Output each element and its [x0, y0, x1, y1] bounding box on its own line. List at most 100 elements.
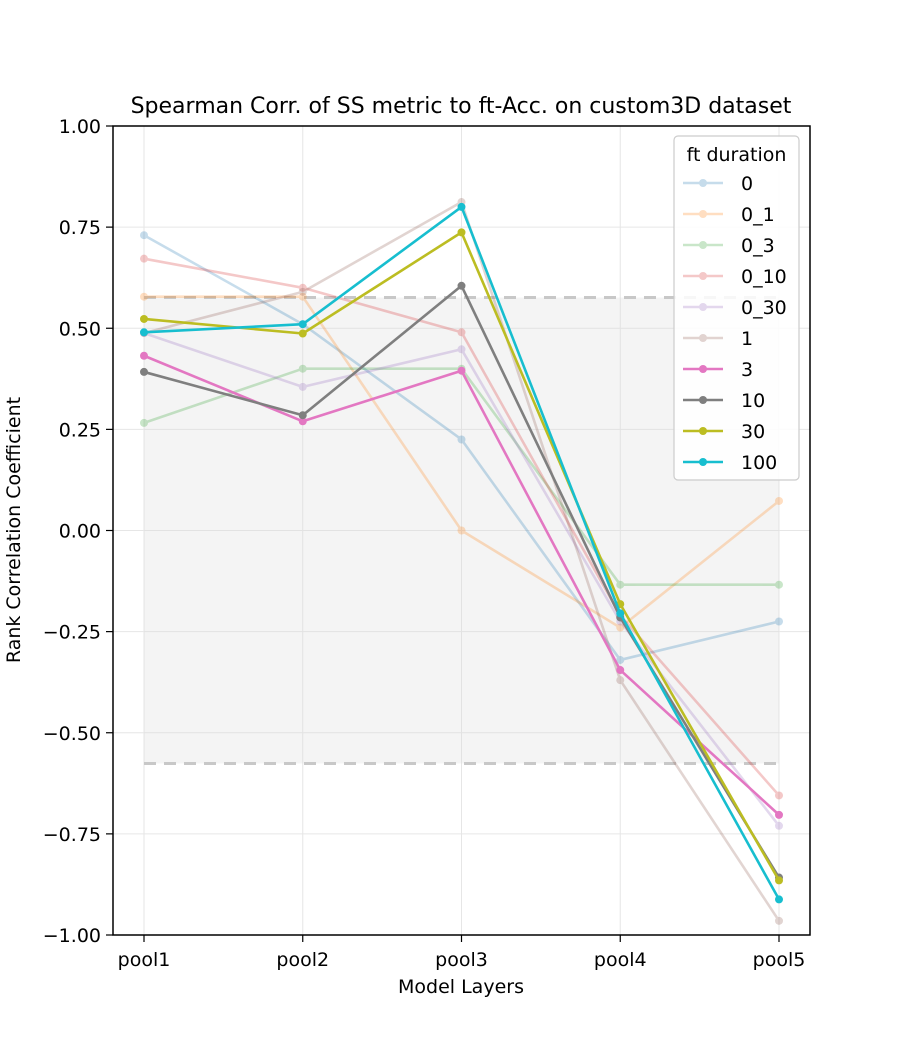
significance-band [144, 297, 779, 764]
y-tick-label: −0.25 [43, 622, 101, 644]
legend-item-10: 10 [683, 390, 765, 412]
legend-label: 0_1 [741, 204, 775, 226]
data-point [616, 676, 625, 685]
data-point [140, 328, 148, 337]
data-point [140, 292, 148, 301]
data-point [457, 328, 466, 337]
x-axis-title: Model Layers [398, 976, 524, 998]
data-point [457, 345, 466, 354]
data-point [298, 382, 307, 391]
x-tick-label: pool2 [276, 949, 329, 971]
data-point [140, 254, 148, 263]
legend: ft duration 0 0_1 0_3 0_10 0_30 1 3 10 30 100 [673, 135, 800, 481]
data-point [457, 281, 466, 290]
y-tick-label: −1.00 [43, 925, 101, 947]
data-point [775, 580, 783, 589]
legend-item-0: 0 [683, 173, 753, 195]
legend-item-0_3: 0_3 [683, 235, 775, 257]
legend-item-30: 30 [683, 421, 765, 443]
x-tick-label: pool3 [435, 949, 488, 971]
x-tick-label: pool4 [594, 949, 647, 971]
legend-swatch [683, 179, 723, 187]
legend-box [673, 135, 800, 481]
data-point [140, 367, 148, 376]
legend-swatch [683, 427, 723, 435]
series-lines [140, 198, 783, 925]
legend-swatch [683, 396, 723, 404]
data-point [457, 526, 466, 535]
data-point [616, 580, 625, 589]
data-point [775, 810, 783, 819]
data-point [775, 821, 783, 830]
data-point [457, 366, 466, 375]
legend-item-100: 100 [683, 452, 777, 474]
data-point [140, 231, 148, 240]
chart-title: Spearman Corr. of SS metric to ft-Acc. o… [131, 94, 792, 119]
legend-swatch [683, 458, 723, 466]
legend-item-0_30: 0_30 [683, 297, 787, 319]
data-point [775, 916, 783, 925]
data-point [298, 287, 307, 296]
y-axis-title: Rank Correlation Coefficient [3, 397, 25, 663]
legend-items: 0 0_1 0_3 0_10 0_30 1 3 10 30 100 [683, 173, 787, 474]
series-line [144, 295, 780, 629]
data-point [298, 292, 307, 301]
legend-swatch [683, 303, 723, 311]
y-tick-label: 0.75 [59, 217, 101, 239]
data-point [298, 283, 307, 292]
legend-label: 3 [741, 359, 753, 381]
data-point [775, 895, 783, 904]
x-axis-ticks: pool1 pool2 pool3 pool4 pool5 [118, 935, 806, 971]
data-point [775, 876, 783, 885]
data-point [616, 609, 625, 618]
legend-label: 0_3 [741, 235, 775, 257]
legend-swatch [683, 241, 723, 249]
data-point [616, 655, 625, 664]
legend-item-0_1: 0_1 [683, 204, 775, 226]
legend-label: 0_10 [741, 266, 787, 288]
data-point [775, 791, 783, 800]
y-tick-label: 1.00 [59, 116, 101, 138]
legend-label: 10 [741, 390, 765, 412]
data-point [775, 496, 783, 505]
y-tick-label: −0.50 [43, 723, 101, 745]
series-line [143, 257, 780, 797]
legend-swatch [683, 365, 723, 373]
legend-label: 1 [741, 328, 753, 350]
y-tick-label: 0.50 [59, 318, 101, 340]
legend-title: ft duration [687, 144, 787, 166]
legend-swatch [683, 334, 723, 342]
x-tick-label: pool1 [118, 949, 171, 971]
data-point [457, 202, 466, 211]
legend-swatch [683, 210, 723, 218]
data-point [616, 623, 625, 632]
data-point [298, 320, 307, 329]
x-tick-label: pool5 [753, 949, 806, 971]
data-point [298, 329, 307, 338]
y-axis-ticks: 1.00 0.75 0.50 0.25 0.00 −0.25 −0.50 −0.75 −1.00 [43, 116, 113, 947]
legend-swatch [683, 272, 723, 280]
y-tick-label: −0.75 [43, 824, 101, 846]
data-point [616, 666, 625, 675]
data-point [298, 417, 307, 426]
data-point [457, 228, 466, 237]
legend-item-3: 3 [683, 359, 753, 381]
series-line [143, 200, 781, 922]
legend-item-1: 1 [683, 328, 753, 350]
data-point [775, 617, 783, 626]
legend-label: 30 [741, 421, 765, 443]
legend-label: 0 [741, 173, 753, 195]
data-point [298, 364, 307, 373]
series-3 [140, 351, 783, 819]
series-100 [140, 202, 783, 904]
y-tick-label: 0.25 [59, 419, 101, 441]
series-0_1 [140, 292, 783, 632]
data-point [298, 411, 307, 420]
series-line [143, 331, 781, 827]
series-line [143, 234, 780, 662]
legend-item-0_10: 0_10 [683, 266, 787, 288]
data-point [140, 314, 148, 323]
y-tick-label: 0.00 [59, 521, 101, 543]
data-point [140, 351, 148, 360]
